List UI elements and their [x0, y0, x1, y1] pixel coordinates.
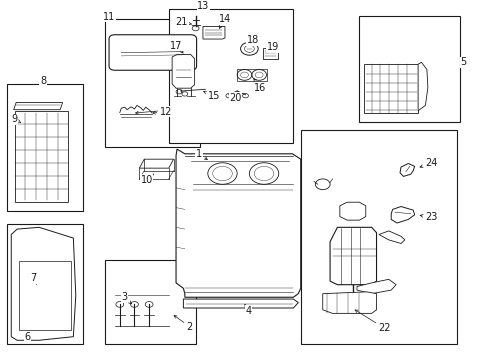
Polygon shape — [14, 103, 62, 110]
Bar — [7, 224, 83, 344]
Bar — [168, 9, 293, 143]
Text: 1: 1 — [196, 149, 202, 159]
Polygon shape — [203, 27, 224, 39]
Bar — [7, 84, 83, 211]
Text: 5: 5 — [460, 57, 466, 67]
Polygon shape — [139, 159, 173, 168]
Polygon shape — [339, 202, 365, 220]
Text: 2: 2 — [174, 315, 192, 332]
Text: 18: 18 — [246, 35, 259, 45]
Text: 6: 6 — [25, 332, 31, 342]
Polygon shape — [399, 163, 414, 176]
Text: 3: 3 — [122, 292, 131, 304]
Text: 13: 13 — [197, 1, 209, 11]
Text: 9: 9 — [12, 114, 20, 124]
Bar — [359, 16, 459, 122]
Polygon shape — [19, 261, 71, 329]
Bar — [105, 260, 195, 344]
Text: 22: 22 — [354, 310, 390, 333]
Text: 21: 21 — [175, 17, 191, 27]
Text: 11: 11 — [103, 12, 116, 22]
Polygon shape — [356, 279, 395, 294]
Polygon shape — [364, 64, 417, 113]
Polygon shape — [15, 111, 68, 202]
Text: 1: 1 — [196, 149, 207, 159]
Polygon shape — [390, 207, 414, 223]
Text: 24: 24 — [419, 158, 437, 168]
Polygon shape — [172, 54, 194, 88]
Polygon shape — [329, 227, 376, 285]
Text: 12: 12 — [152, 107, 172, 117]
Polygon shape — [176, 149, 300, 297]
Text: 8: 8 — [40, 76, 46, 86]
Text: 14: 14 — [218, 14, 231, 28]
Text: 23: 23 — [419, 212, 437, 222]
Polygon shape — [322, 292, 376, 314]
Text: 7: 7 — [30, 273, 36, 284]
Polygon shape — [263, 48, 277, 59]
Polygon shape — [183, 299, 298, 308]
FancyBboxPatch shape — [109, 35, 196, 70]
Text: 16: 16 — [253, 78, 266, 93]
Polygon shape — [378, 231, 404, 243]
Text: 17: 17 — [169, 41, 183, 53]
Polygon shape — [417, 62, 427, 111]
Text: 20: 20 — [229, 93, 242, 103]
Text: 19: 19 — [266, 42, 279, 52]
Bar — [105, 19, 200, 147]
Text: 4: 4 — [244, 304, 251, 315]
Text: 10: 10 — [140, 174, 153, 185]
Bar — [300, 130, 456, 344]
Text: 15: 15 — [203, 91, 220, 101]
Polygon shape — [11, 227, 76, 340]
